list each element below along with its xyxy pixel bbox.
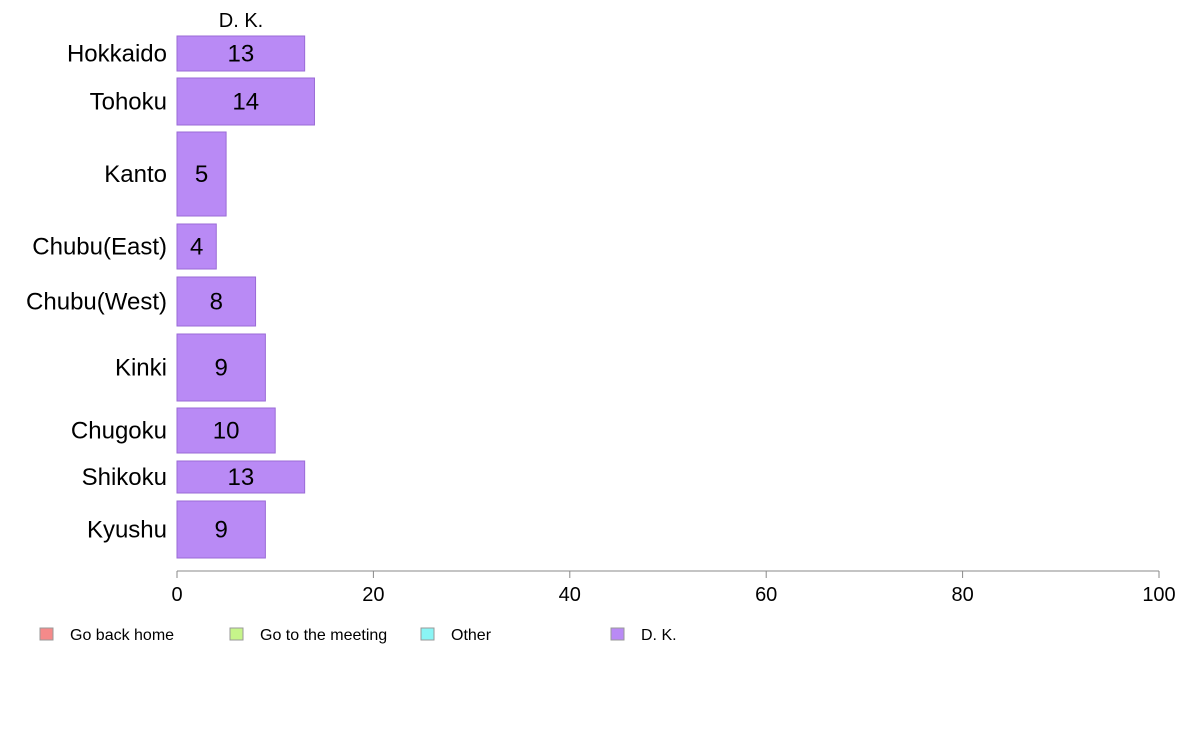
bar-value-label: 8 [210,289,223,316]
legend-label: Other [451,627,492,644]
legend-label: D. K. [641,627,677,644]
legend-swatch [39,627,54,641]
legend-label: Go back home [70,627,174,644]
category-label: Hokkaido [67,41,167,68]
x-tick-label: 20 [362,584,384,606]
legend: Go back home Go to the meeting Other D. K. [39,627,677,644]
bar-kyushu [176,500,266,559]
category-labels-group: Hokkaido Tohoku Kanto Chubu(East) Chubu(West… [26,41,167,544]
bar-chubu-west- [176,276,257,327]
x-tick-label: 60 [755,584,777,606]
bar-value-label: 10 [213,418,240,445]
category-label: Kyushu [87,517,167,544]
legend-swatch [610,627,625,641]
x-tick-label: 0 [171,584,182,606]
category-label: Kinki [115,355,167,382]
bar-labels-group: 13 14 5 4 8 9 10 13 9 [190,41,259,544]
x-tick-label: 80 [951,584,973,606]
category-label: Shikoku [82,464,167,491]
category-label: Tohoku [90,89,167,116]
chart-title: D. K. [219,10,263,32]
x-tick-label: 100 [1142,584,1175,606]
bar-value-label: 14 [232,89,259,116]
bar-value-label: 4 [190,234,203,261]
bar-value-label: 13 [227,41,254,68]
bar-value-label: 9 [215,517,228,544]
legend-swatch [229,627,244,641]
x-tick-label: 40 [559,584,581,606]
bar-value-label: 5 [195,161,208,188]
bar-chugoku [176,407,276,454]
bar-tohoku [176,77,315,126]
x-axis: 0 20 40 60 80 100 [171,570,1176,606]
category-label: Chubu(East) [32,234,167,261]
bar-value-label: 13 [227,464,254,491]
category-label: Chubu(West) [26,289,167,316]
bar-kanto [176,131,227,217]
bar-shikoku [176,460,306,494]
bar-value-label: 9 [215,355,228,382]
category-label: Chugoku [71,418,167,445]
bar-hokkaido [176,35,306,72]
bar-chubu-east- [176,223,217,270]
legend-swatch [420,627,435,641]
legend-label: Go to the meeting [260,627,387,644]
bar-kinki [176,333,266,402]
category-label: Kanto [104,161,167,188]
bars-group [176,35,315,559]
